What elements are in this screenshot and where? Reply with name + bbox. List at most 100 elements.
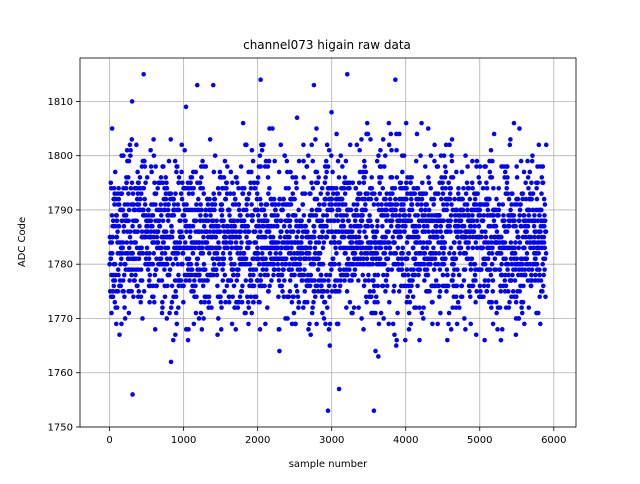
data-point (380, 223, 385, 229)
data-point (215, 185, 221, 191)
data-point (502, 223, 507, 229)
data-point (154, 256, 159, 262)
data-point (490, 245, 495, 251)
data-point (193, 310, 199, 316)
data-point (363, 207, 368, 213)
data-point (512, 245, 517, 251)
data-point (348, 207, 354, 213)
data-point (525, 175, 531, 180)
data-point (417, 267, 423, 272)
data-point (491, 185, 496, 191)
data-point (319, 218, 325, 224)
data-point (288, 202, 294, 207)
data-point (191, 185, 197, 191)
data-point (276, 169, 282, 175)
data-point (217, 191, 222, 196)
data-point (415, 213, 421, 218)
data-point (444, 202, 450, 207)
data-point (180, 251, 186, 256)
data-point (459, 294, 465, 300)
data-point (257, 153, 263, 158)
data-point (363, 202, 368, 207)
data-point (254, 191, 260, 196)
data-point (417, 305, 422, 310)
data-point (306, 327, 311, 332)
data-point (153, 164, 158, 169)
data-point (129, 289, 134, 294)
data-point (403, 120, 409, 126)
y-tick-label: 1750 (48, 423, 73, 434)
data-point (421, 223, 427, 229)
data-point (160, 299, 165, 305)
data-point (499, 234, 504, 240)
data-point (150, 223, 155, 229)
data-point (311, 299, 316, 305)
data-point (304, 164, 310, 169)
data-point (449, 202, 454, 207)
data-point (280, 207, 285, 213)
data-point (404, 240, 410, 245)
data-point (287, 289, 293, 294)
data-point (222, 229, 227, 234)
data-point (499, 272, 505, 278)
data-point (112, 299, 118, 305)
data-point (188, 229, 193, 234)
data-point (293, 321, 298, 327)
data-point (390, 321, 396, 327)
data-point (474, 289, 479, 294)
data-point (180, 234, 186, 240)
data-point (151, 137, 156, 142)
data-point (301, 272, 307, 278)
data-point (487, 169, 493, 175)
data-point (131, 202, 136, 207)
data-point (496, 185, 502, 191)
data-point (416, 272, 421, 278)
data-point (186, 327, 191, 332)
data-point (164, 316, 170, 321)
data-point (414, 229, 419, 234)
data-point (247, 261, 253, 267)
data-point (112, 202, 117, 207)
data-point (460, 196, 466, 202)
data-point (366, 272, 371, 278)
data-point (176, 305, 181, 310)
y-tick-label: 1800 (48, 151, 73, 162)
data-point (140, 316, 145, 321)
data-point (320, 213, 326, 218)
data-point (341, 223, 347, 229)
data-point (446, 310, 452, 316)
data-point (112, 261, 118, 267)
data-point (428, 185, 434, 191)
data-point (406, 251, 412, 256)
data-point (214, 218, 219, 224)
data-point (385, 213, 390, 218)
data-point (261, 142, 266, 148)
data-point (436, 251, 442, 256)
data-point (255, 213, 261, 218)
data-point (179, 169, 184, 175)
data-point (134, 142, 139, 148)
data-point (519, 310, 525, 316)
data-point (310, 158, 316, 164)
data-point (404, 256, 410, 262)
data-point (214, 272, 220, 278)
data-point (177, 240, 183, 245)
data-point (480, 218, 486, 224)
data-point (119, 321, 124, 327)
data-point (209, 305, 214, 310)
data-point (285, 316, 290, 321)
data-point (206, 299, 212, 305)
data-point (146, 256, 152, 262)
data-point (175, 261, 181, 267)
data-point (247, 240, 253, 245)
data-point (375, 272, 381, 278)
data-point (404, 180, 409, 186)
data-point (200, 158, 205, 164)
data-point (173, 256, 179, 262)
data-point (121, 223, 127, 229)
data-point (394, 202, 400, 207)
data-point (116, 223, 122, 229)
data-point (518, 202, 523, 207)
data-point (275, 223, 280, 229)
